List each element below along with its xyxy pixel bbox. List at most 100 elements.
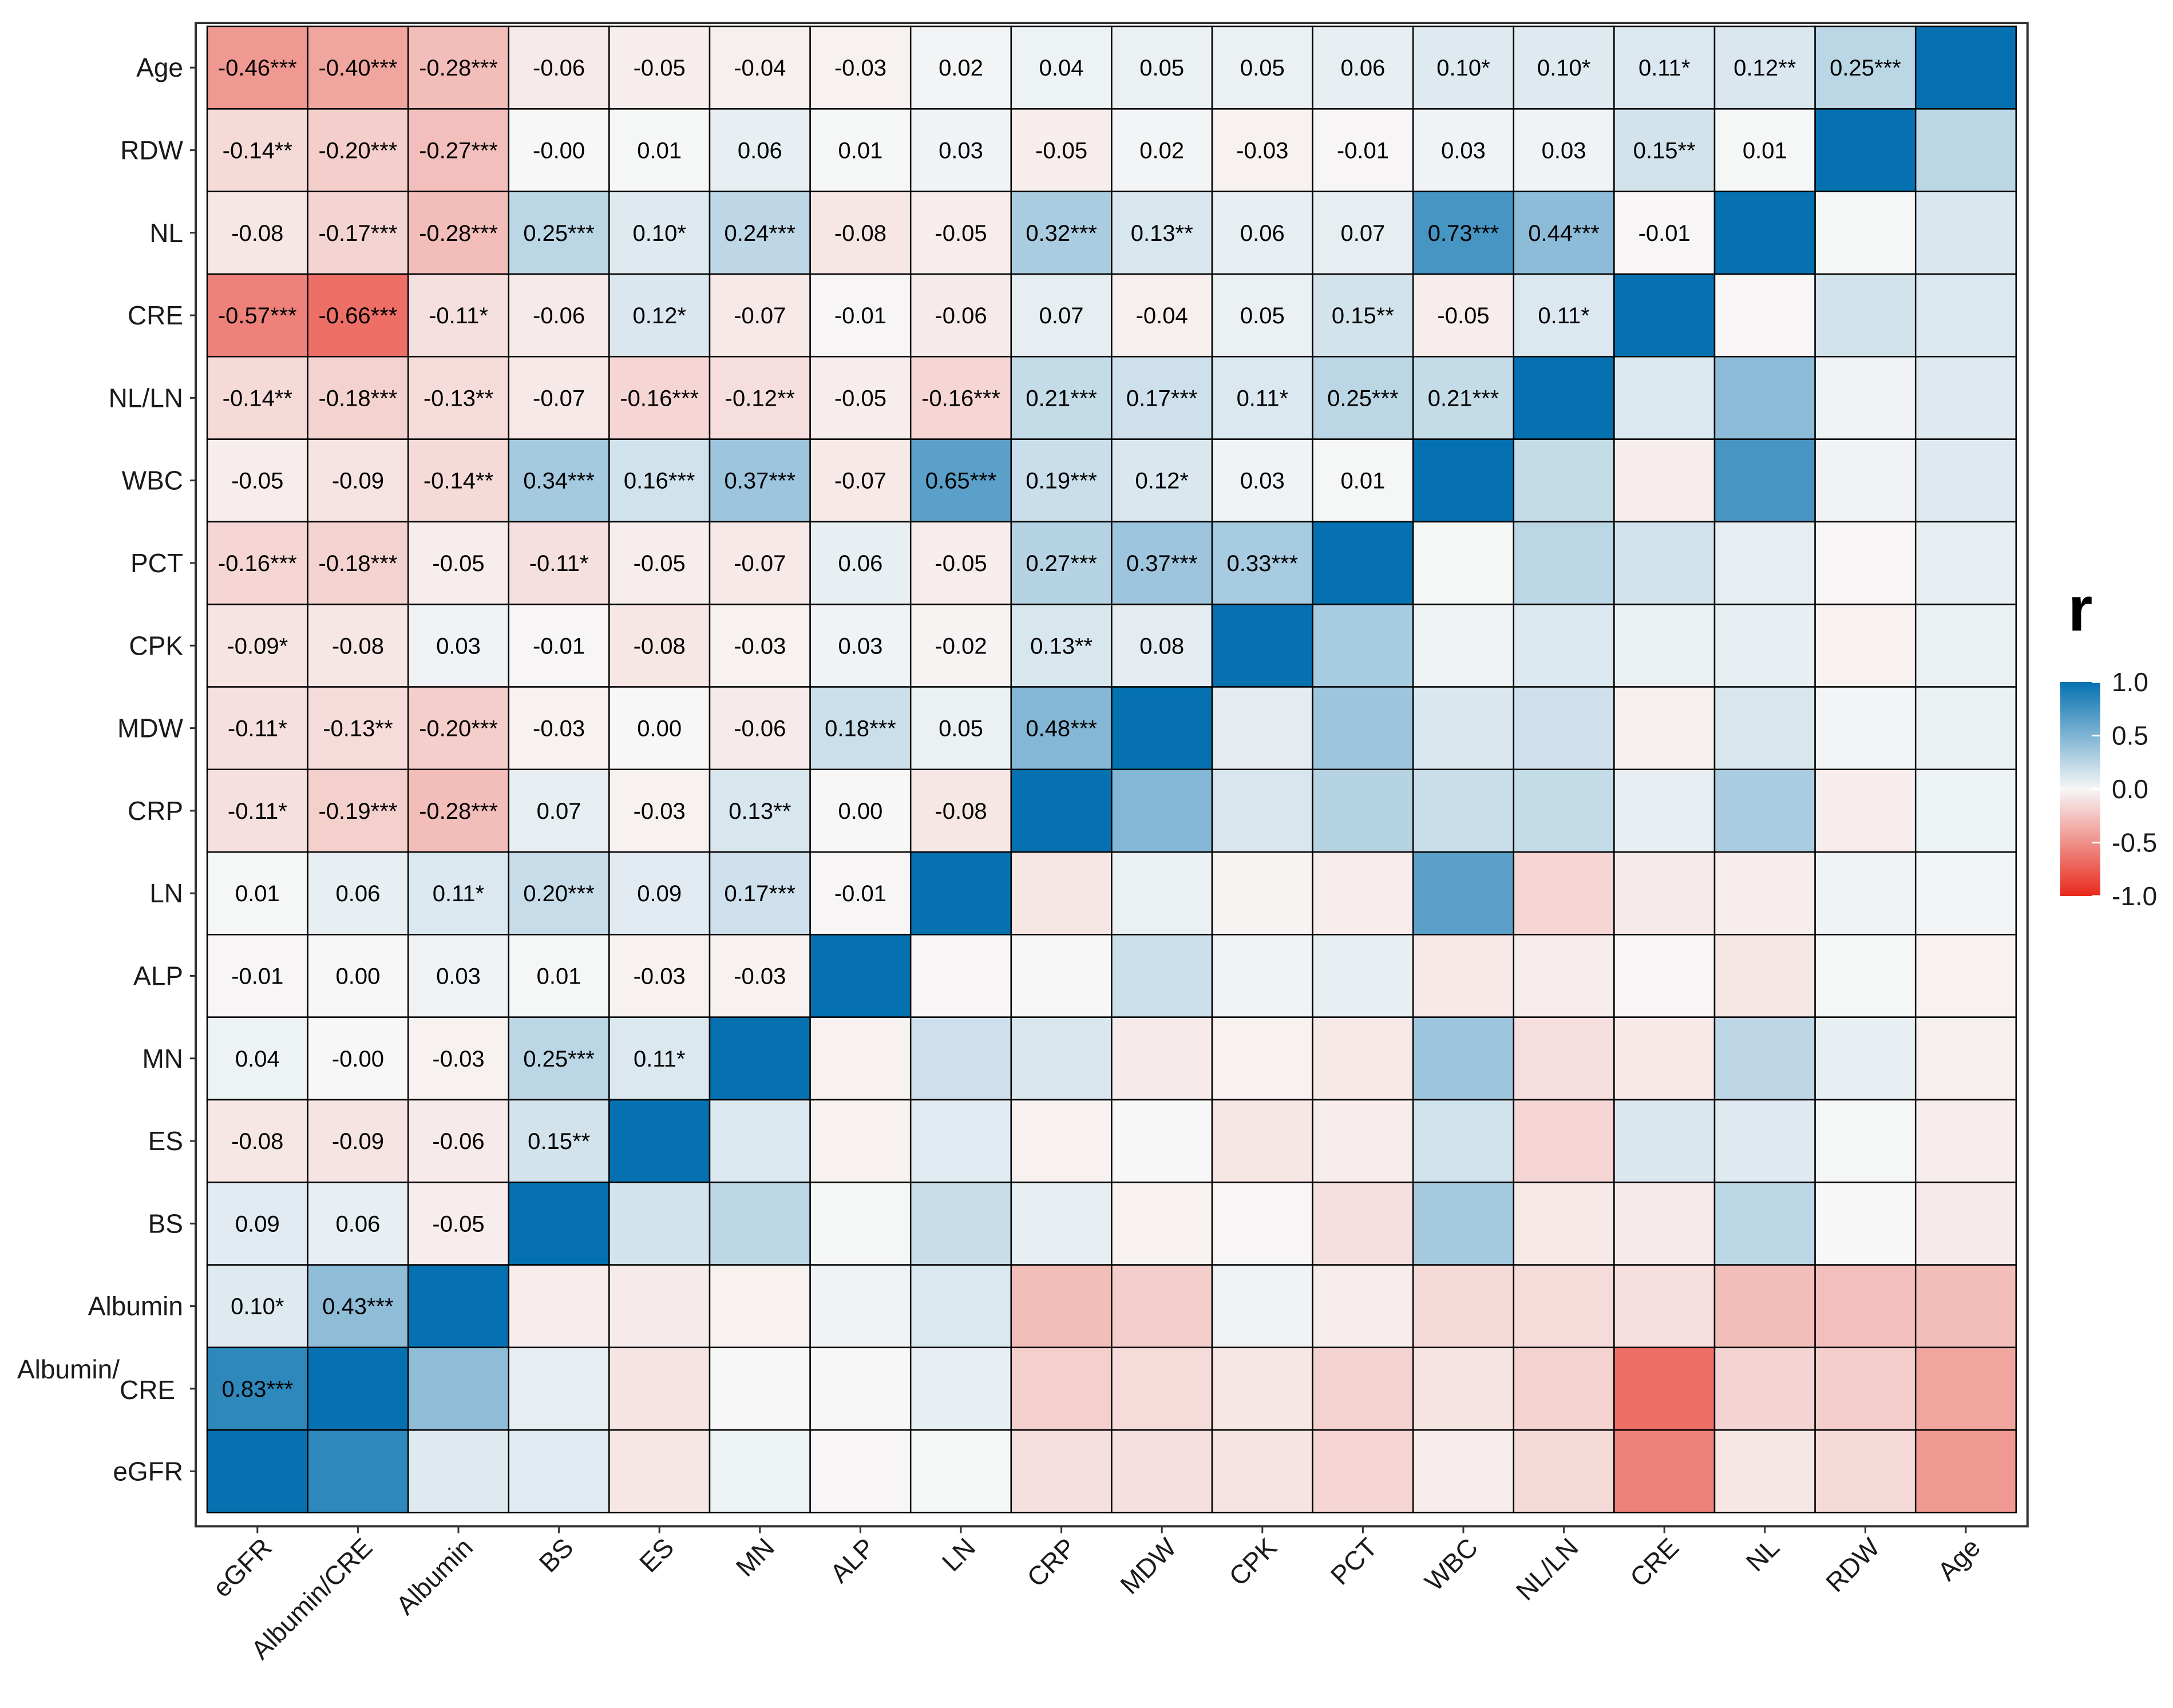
heatmap-cell	[1914, 603, 2017, 688]
heatmap-cell	[1814, 851, 1917, 936]
correlation-label: 0.13**	[729, 799, 791, 824]
correlation-label: -0.05	[634, 56, 686, 81]
heatmap-cell	[1613, 768, 1716, 853]
correlation-label: 0.03	[1542, 138, 1586, 163]
heatmap-cell	[1111, 1429, 1213, 1513]
heatmap-cell	[1111, 603, 1213, 688]
correlation-label: -0.05	[634, 551, 686, 576]
heatmap-cell	[1613, 25, 1716, 110]
heatmap-cell	[1312, 1264, 1414, 1349]
y-tick-label: PCT	[130, 548, 183, 578]
heatmap-cell	[1211, 1264, 1313, 1349]
correlation-label: -0.05	[231, 469, 283, 494]
heatmap-cell	[909, 1099, 1012, 1183]
heatmap-cell	[407, 273, 510, 358]
y-tick-label: CRP	[128, 796, 183, 826]
correlation-label: -0.03	[634, 964, 686, 989]
correlation-label: -0.06	[533, 56, 585, 81]
correlation-label: 0.08	[1139, 633, 1184, 659]
heatmap-cell	[307, 934, 409, 1018]
heatmap-cell	[1814, 191, 1917, 275]
legend-tick-label: -1.0	[2112, 881, 2157, 911]
heatmap-cell	[1713, 1181, 1816, 1266]
correlation-label: 0.27***	[1026, 551, 1097, 576]
heatmap-cell	[708, 1346, 811, 1431]
heatmap-cell	[1814, 1016, 1917, 1101]
heatmap-cell	[307, 1016, 409, 1101]
correlation-label: 0.03	[1441, 138, 1486, 163]
heatmap-cell	[608, 1016, 711, 1101]
correlation-label: -0.14**	[223, 386, 292, 411]
heatmap-cell	[1914, 851, 2017, 936]
heatmap-cell	[909, 355, 1012, 440]
color-legend: r 1.0 0.5 0.0 -0.5 -1.0	[2060, 574, 2157, 911]
correlation-label: -0.05	[1437, 303, 1489, 328]
heatmap-cell	[508, 1264, 610, 1349]
heatmap-cell	[1814, 25, 1917, 110]
heatmap-cell	[1412, 686, 1515, 770]
correlation-label: -0.05	[432, 551, 484, 576]
heatmap-cell	[1412, 108, 1515, 192]
correlation-label: 0.37***	[1126, 551, 1198, 576]
correlation-label: -0.16***	[218, 551, 297, 576]
correlation-label: -0.11*	[429, 303, 488, 328]
heatmap-cell	[1111, 686, 1213, 770]
correlation-label: 0.43***	[322, 1294, 394, 1319]
heatmap-cell	[1111, 273, 1213, 358]
correlation-label: 0.25***	[523, 1047, 595, 1072]
correlation-label: -0.03	[734, 633, 786, 659]
heatmap-cell	[307, 686, 409, 770]
heatmap-cell	[508, 191, 610, 275]
heatmap-cell	[1010, 1346, 1113, 1431]
heatmap-cell	[809, 273, 912, 358]
heatmap-cell	[1513, 1181, 1615, 1266]
heatmap-cell	[1713, 521, 1816, 605]
heatmap-cell	[206, 851, 308, 936]
heatmap-cell	[206, 686, 308, 770]
heatmap-cell	[608, 934, 711, 1018]
heatmap-cell	[809, 25, 912, 110]
correlation-label: -0.13**	[323, 716, 393, 742]
heatmap-cell	[1513, 1429, 1615, 1513]
heatmap-cell	[1312, 1429, 1414, 1513]
heatmap-cell	[708, 1264, 811, 1349]
heatmap-cell	[307, 851, 409, 936]
correlation-label: 0.00	[838, 799, 882, 824]
heatmap-cell	[1914, 108, 2017, 192]
correlation-label: -0.01	[1337, 138, 1389, 163]
heatmap-cell	[307, 521, 409, 605]
heatmap-cell	[508, 521, 610, 605]
heatmap-cell	[1613, 1016, 1716, 1101]
heatmap-cell	[1412, 1429, 1515, 1513]
heatmap-cell	[206, 1181, 308, 1266]
heatmap-cell	[1312, 1016, 1414, 1101]
heatmap-cell	[809, 108, 912, 192]
y-tick-label: NL	[149, 218, 183, 248]
heatmap-cell	[1814, 1181, 1917, 1266]
correlation-label: -0.18***	[318, 551, 397, 576]
y-axis: eGFR Albumin/CRE Albumin BS ES MN ALP LN CRP MDW C…	[17, 53, 196, 1486]
correlation-label: -0.01	[1638, 221, 1691, 246]
heatmap-cell	[1211, 686, 1313, 770]
correlation-label: 0.01	[637, 138, 682, 163]
heatmap-cell	[307, 1181, 409, 1266]
heatmap-cell	[1914, 25, 2017, 110]
heatmap-cell	[1312, 1181, 1414, 1266]
heatmap-cell	[1412, 438, 1515, 523]
correlation-label: -0.16***	[620, 386, 699, 411]
heatmap-cell	[407, 1181, 510, 1266]
y-tick-label: RDW	[120, 135, 183, 165]
correlation-label: 0.03	[939, 138, 983, 163]
heatmap-cell	[809, 1346, 912, 1431]
heatmap-cell	[1111, 1099, 1213, 1183]
correlation-label: -0.20***	[318, 138, 397, 163]
y-tick-label: eGFR	[113, 1456, 183, 1486]
heatmap-cell	[1211, 1181, 1313, 1266]
correlation-label: 0.20***	[523, 881, 595, 906]
heatmap-cell	[1211, 768, 1313, 853]
heatmap-cell	[508, 1346, 610, 1431]
heatmap-cell	[307, 1264, 409, 1349]
heatmap-cell	[1914, 1016, 2017, 1101]
heatmap-cell	[508, 1181, 610, 1266]
correlation-label: -0.04	[734, 56, 786, 81]
